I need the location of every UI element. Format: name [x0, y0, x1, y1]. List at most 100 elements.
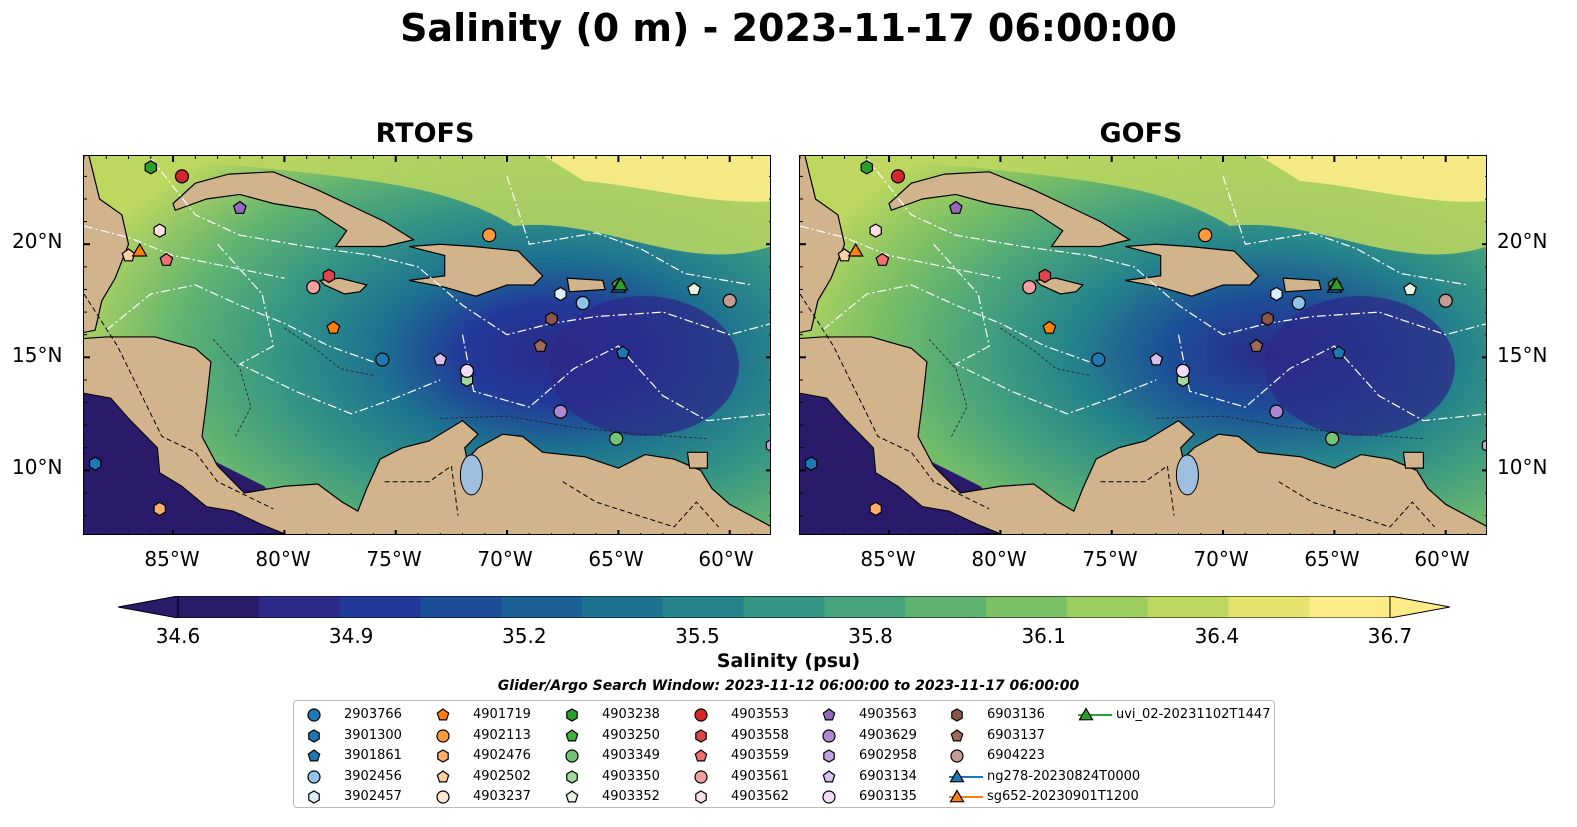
country-border-2	[562, 481, 719, 528]
map-rtofs[interactable]	[83, 155, 771, 535]
marker-4903629	[1269, 404, 1284, 419]
marker-4903629	[553, 404, 568, 419]
marker-sg652-20230901T1200	[131, 242, 148, 257]
marker-4903561	[1022, 280, 1037, 295]
legend-label: sg652-20230901T1200	[987, 789, 1139, 804]
legend-marker-icon	[308, 728, 320, 743]
legend-marker-icon	[565, 728, 579, 741]
land-cuba	[172, 171, 416, 248]
land-northwest_land	[84, 156, 130, 334]
legend-marker-icon	[308, 790, 320, 804]
lon-label-80w: 80°W	[255, 547, 311, 571]
legend-marker	[822, 769, 836, 782]
marker-4903562	[153, 223, 166, 238]
marker-4903238	[144, 160, 158, 175]
legend-marker	[822, 790, 836, 804]
land-jamaica	[318, 277, 368, 295]
lat-label-15n-right: 15°N	[1497, 343, 1548, 367]
marker-4902502	[121, 248, 136, 262]
legend-label: 4903250	[602, 727, 660, 743]
legend-marker	[436, 708, 450, 721]
marker-4903553	[890, 169, 906, 184]
colorbar-label: Salinity (psu)	[716, 650, 861, 672]
bathy-contour-1	[212, 338, 252, 437]
legend-marker-icon	[823, 749, 835, 763]
marker-4903238	[860, 160, 874, 175]
lat-label-10n-left: 10°N	[12, 455, 63, 479]
colorbar-frame	[177, 596, 1391, 618]
marker-2903766	[1091, 352, 1106, 367]
low-salinity-plume	[1265, 296, 1455, 436]
legend-marker-icon	[951, 708, 963, 722]
lat-label-15n-left: 15°N	[12, 343, 63, 367]
legend-label: 6903136	[987, 707, 1045, 722]
lon-label-60w-gofs: 60°W	[1414, 547, 1470, 571]
marker-4901719	[326, 320, 341, 334]
legend-label: 4903237	[473, 789, 531, 804]
legend-marker-icon	[694, 708, 708, 722]
lon-label-65w-gofs: 65°W	[1304, 547, 1360, 571]
marker-3901861	[1331, 345, 1346, 359]
legend-label: 4903561	[731, 768, 789, 784]
search-window-note: Glider/Argo Search Window: 2023-11-12 06…	[497, 678, 1080, 694]
marker-6903134	[433, 352, 448, 366]
marker-6903134	[1149, 352, 1164, 366]
legend-label: 4903563	[859, 707, 917, 722]
legend-label: 4903352	[602, 789, 660, 804]
colorbar-segment	[905, 596, 987, 618]
legend-label: 4902476	[473, 748, 531, 763]
pacific-ocean	[800, 392, 1001, 534]
colorbar-tick-label: 35.8	[848, 624, 893, 648]
legend-label: 6904223	[987, 748, 1045, 763]
legend-marker-icon	[307, 708, 321, 722]
colorbar-tick-label: 34.9	[328, 624, 374, 648]
marker-3902456	[1291, 295, 1306, 311]
map-gofs[interactable]	[799, 155, 1487, 535]
salinity-map-gofs	[800, 156, 1486, 534]
marker-4902476	[869, 501, 882, 517]
lon-label-70w-gofs: 70°W	[1193, 547, 1249, 571]
low-salinity-plume	[549, 296, 739, 436]
colorbar-min-arrow	[118, 596, 179, 618]
legend-label: 4903238	[602, 707, 660, 722]
legend-marker-icon	[307, 769, 321, 784]
marker-4903558	[1038, 268, 1052, 284]
land-trinidad	[686, 451, 709, 469]
legend-marker	[694, 769, 708, 784]
legend-marker	[566, 769, 578, 784]
legend-marker-icon	[822, 790, 836, 804]
legend-label: 4903559	[731, 748, 789, 763]
bathy-contour-1	[928, 338, 968, 437]
lon-label-75w-gofs: 75°W	[1082, 547, 1138, 571]
legend-marker-icon	[822, 728, 836, 743]
legend-label: 4903553	[731, 707, 789, 722]
legend-marker	[694, 708, 708, 722]
colorbar-segment	[339, 596, 421, 618]
marker-4903349	[609, 431, 624, 446]
legend-label: 4901719	[473, 707, 531, 722]
eez-boundary-5	[800, 225, 1001, 279]
legend-label: 3901300	[344, 727, 402, 743]
marker-2903766	[375, 352, 390, 367]
legend-marker-icon	[566, 708, 578, 722]
legend-label: 6903137	[987, 727, 1045, 743]
marker-uvi_02-20231102T1447	[612, 276, 629, 291]
lon-label-60w: 60°W	[698, 547, 754, 571]
eez-boundary-2	[506, 176, 753, 286]
legend-marker-icon	[695, 728, 707, 743]
legend-marker-icon	[822, 769, 836, 782]
marker-uvi_02-20231102T1447	[1328, 276, 1345, 291]
marker-3901861	[615, 345, 630, 359]
lat-label-20n-left: 20°N	[12, 229, 63, 253]
legend-marker	[437, 749, 449, 763]
colorbar-segment	[258, 596, 341, 618]
legend-label: 4902113	[473, 727, 531, 743]
colorbar-segment	[420, 596, 502, 618]
legend-marker	[566, 708, 578, 722]
country-border-2	[1278, 481, 1435, 528]
legend-marker	[949, 789, 965, 803]
marker-3901300	[88, 456, 102, 471]
legend-marker	[565, 790, 579, 803]
country-border-0	[84, 293, 274, 510]
legend-marker-icon	[307, 749, 321, 762]
